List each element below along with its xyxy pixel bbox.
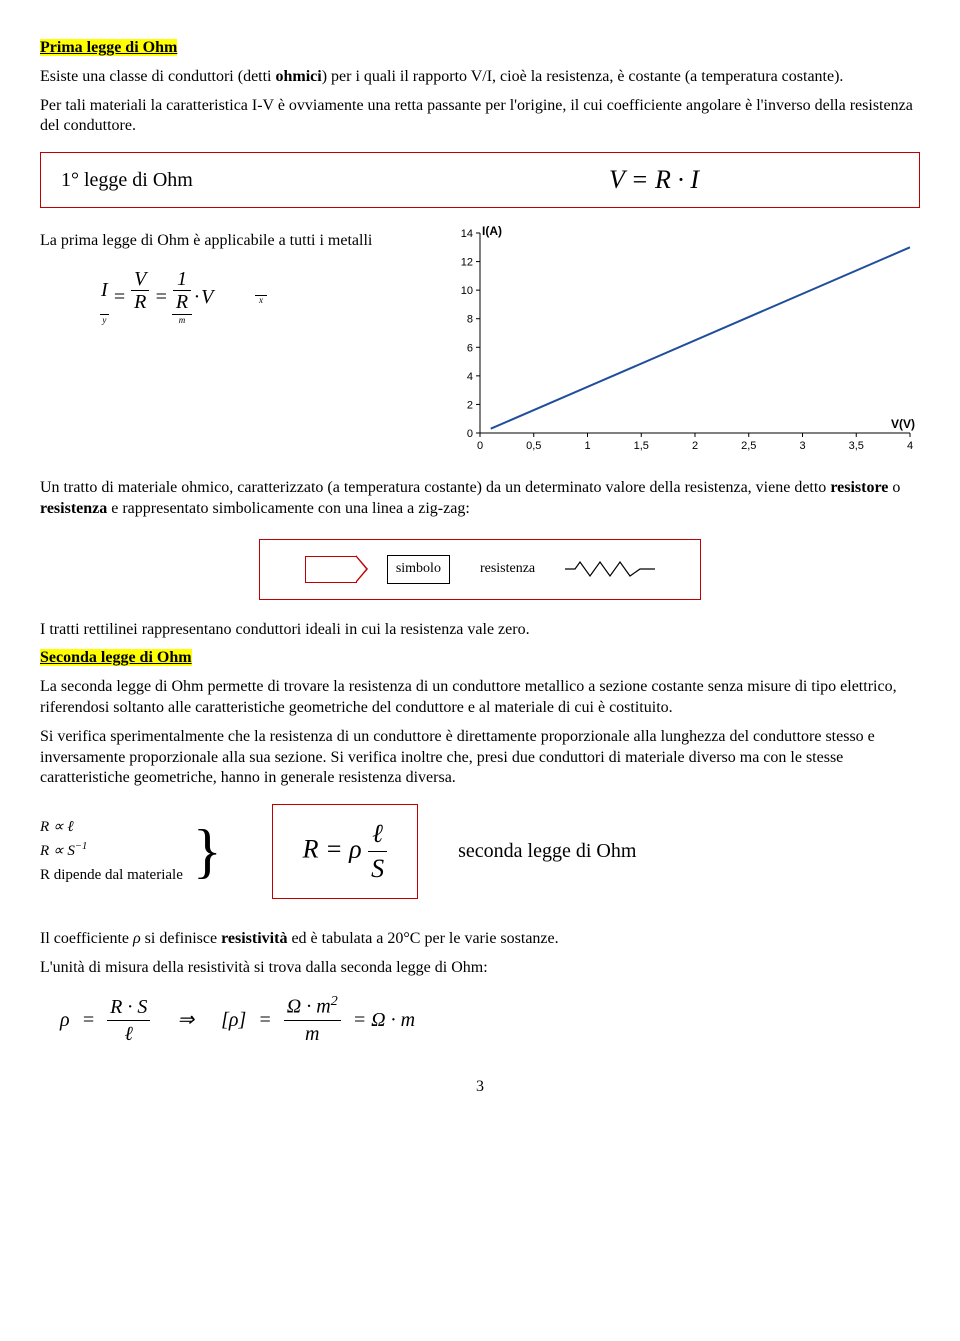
p7e: ed è tabulata a 20°C per le varie sostan… <box>287 930 558 947</box>
u-ell: ℓ <box>107 1021 150 1047</box>
u-mden: m <box>284 1021 341 1047</box>
big-brace-icon: } <box>193 812 222 890</box>
law2-label: seconda legge di Ohm <box>458 838 636 864</box>
f-R: R <box>131 291 149 313</box>
l2den: S <box>368 852 387 886</box>
two-column-section: La prima legge di Ohm è applicabile a tu… <box>40 223 920 470</box>
p3d: resistenza <box>40 500 107 517</box>
svg-text:10: 10 <box>461 285 473 297</box>
svg-text:4: 4 <box>907 440 913 452</box>
f-R2: R <box>173 291 191 313</box>
svg-text:6: 6 <box>467 342 473 354</box>
law1-box: 1° legge di Ohm V = R · I <box>40 152 920 208</box>
law1-label: 1° legge di Ohm <box>61 167 193 193</box>
f-y: y <box>100 314 109 326</box>
resistor-icon <box>565 559 655 579</box>
p7b: ρ <box>133 930 141 947</box>
p3a: Un tratto di materiale ohmico, caratteri… <box>40 479 830 496</box>
unit-formula: ρ = R · Sℓ ⇒ [ρ] = Ω · m2 m = Ω · m <box>60 993 920 1047</box>
p7c: si definisce <box>141 930 221 947</box>
chart-column: 0 2 4 6 8 10 12 14 0 0,5 1 1,5 2 2,5 3 3,5 4 I(A) V(V) <box>440 223 920 470</box>
page-number: 3 <box>40 1077 920 1098</box>
p7a: Il coefficiente <box>40 930 133 947</box>
u-RS: R · S <box>107 994 150 1021</box>
left-column: La prima legge di Ohm è applicabile a tu… <box>40 223 420 470</box>
p3e: e rappresentato simbolicamente con una l… <box>107 500 470 517</box>
svg-text:I(A): I(A) <box>482 224 502 238</box>
svg-text:V(V): V(V) <box>891 417 915 431</box>
u-m: m <box>316 996 330 1018</box>
bl2b: −1 <box>75 841 87 852</box>
svg-text:0,5: 0,5 <box>526 440 541 452</box>
svg-text:12: 12 <box>461 257 473 269</box>
f-m: m <box>172 314 192 326</box>
arrow-icon <box>305 556 357 583</box>
f-V2: V <box>200 267 214 327</box>
bl1: R ∝ ℓ <box>40 815 183 839</box>
para-3: Un tratto di materiale ohmico, caratteri… <box>40 478 920 520</box>
applicable-text: La prima legge di Ohm è applicabile a tu… <box>40 231 420 252</box>
svg-text:3,5: 3,5 <box>849 440 864 452</box>
heading-2: Seconda legge di Ohm <box>40 648 920 669</box>
para-4: I tratti rettilinei rappresentano condut… <box>40 620 920 641</box>
svg-text:0: 0 <box>477 440 483 452</box>
symbol-box: simbolo resistenza <box>259 539 701 599</box>
para1b: ohmici <box>276 68 322 85</box>
svg-text:4: 4 <box>467 371 473 383</box>
f-V: V <box>131 268 149 291</box>
u-brho: [ρ] <box>221 1007 246 1033</box>
resistor-label: resistenza <box>480 560 535 578</box>
svg-text:0: 0 <box>467 428 473 440</box>
law2-row: R ∝ ℓ R ∝ S−1 R dipende dal materiale } … <box>40 804 920 899</box>
para1c: ) per i quali il rapporto V/I, cioè la r… <box>322 68 844 85</box>
l2eq: = <box>325 834 343 863</box>
p7d: resistività <box>221 930 287 947</box>
law1-formula: V = R · I <box>609 163 899 197</box>
para-5: La seconda legge di Ohm permette di trov… <box>40 677 920 719</box>
svg-text:2: 2 <box>467 399 473 411</box>
svg-text:1: 1 <box>584 440 590 452</box>
f-I: I <box>100 267 109 315</box>
para-8: L'unità di misura della resistività si t… <box>40 958 920 979</box>
heading-1: Prima legge di Ohm <box>40 38 920 59</box>
svg-text:3: 3 <box>799 440 805 452</box>
law2-formula-box: R = ρ ℓS <box>272 804 418 899</box>
para-7: Il coefficiente ρ si definisce resistivi… <box>40 929 920 950</box>
svg-text:2,5: 2,5 <box>741 440 756 452</box>
bl3: R dipende dal materiale <box>40 863 183 887</box>
p3b: resistore <box>830 479 888 496</box>
u-rho: ρ <box>60 1007 70 1033</box>
para-1: Esiste una classe di conduttori (detti o… <box>40 67 920 88</box>
f-x: x <box>259 295 263 305</box>
heading-2-text: Seconda legge di Ohm <box>40 649 192 666</box>
line-chart: 0 2 4 6 8 10 12 14 0 0,5 1 1,5 2 2,5 3 3,5 4 I(A) V(V) <box>440 223 920 463</box>
f-1: 1 <box>173 268 191 291</box>
para-2: Per tali materiali la caratteristica I-V… <box>40 96 920 138</box>
svg-text:2: 2 <box>692 440 698 452</box>
bl2a: R ∝ S <box>40 843 75 859</box>
p3c: o <box>888 479 900 496</box>
u-result: = Ω · m <box>353 1007 415 1033</box>
svg-text:8: 8 <box>467 314 473 326</box>
u-m2: 2 <box>331 994 338 1009</box>
brace-conditions: R ∝ ℓ R ∝ S−1 R dipende dal materiale <box>40 815 183 887</box>
u-ohm: Ω <box>287 996 301 1018</box>
l2num: ℓ <box>368 817 387 852</box>
l2R: R <box>303 834 319 863</box>
para1a: Esiste una classe di conduttori (detti <box>40 68 276 85</box>
heading-1-text: Prima legge di Ohm <box>40 39 177 56</box>
inline-formula: I = VR = 1R · V y m x <box>100 267 420 306</box>
symbol-label: simbolo <box>387 555 450 583</box>
l2rho: ρ <box>349 834 361 863</box>
u-arrow: ⇒ <box>162 1007 209 1033</box>
svg-text:1,5: 1,5 <box>634 440 649 452</box>
para-6: Si verifica sperimentalmente che la resi… <box>40 727 920 789</box>
svg-text:14: 14 <box>461 228 473 240</box>
